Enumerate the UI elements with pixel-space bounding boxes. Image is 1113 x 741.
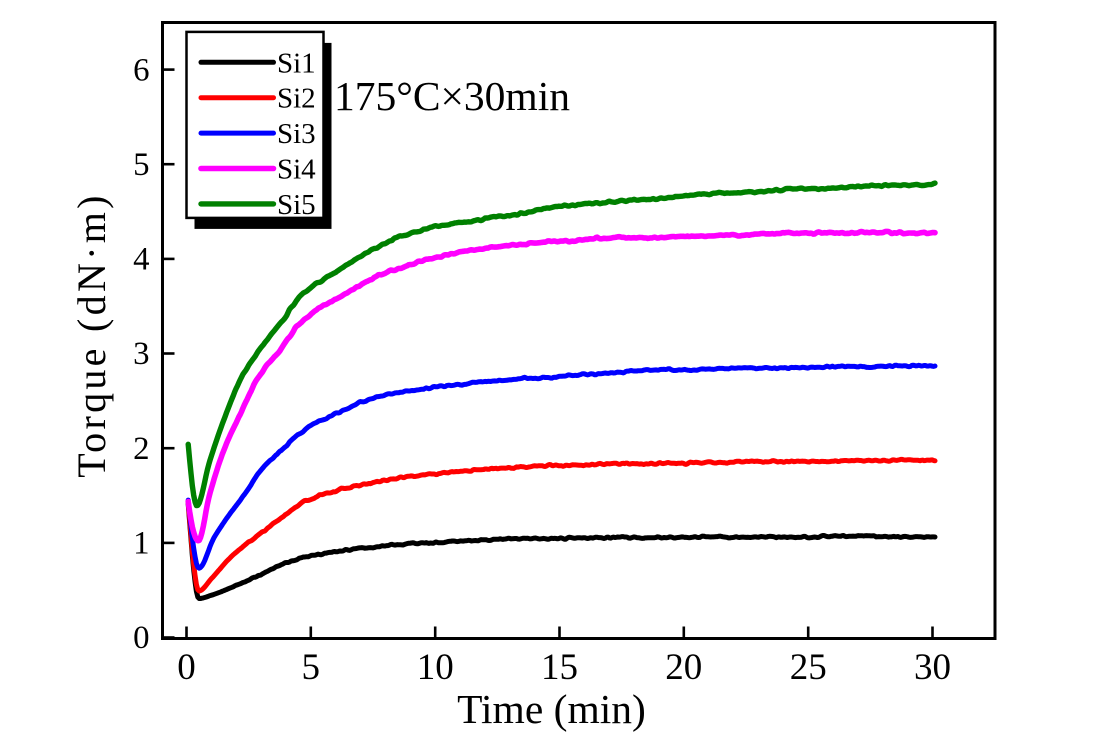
svg-text:Time (min): Time (min) bbox=[457, 686, 646, 733]
svg-text:Si5: Si5 bbox=[277, 189, 316, 221]
svg-text:10: 10 bbox=[417, 647, 454, 688]
svg-text:0: 0 bbox=[133, 620, 149, 656]
svg-text:25: 25 bbox=[790, 647, 827, 688]
svg-text:6: 6 bbox=[133, 52, 149, 88]
svg-text:3: 3 bbox=[133, 336, 149, 372]
svg-text:2: 2 bbox=[133, 431, 149, 467]
svg-text:20: 20 bbox=[665, 647, 702, 688]
svg-text:Si1: Si1 bbox=[277, 47, 316, 79]
svg-text:Torque (dN·m): Torque (dN·m) bbox=[69, 192, 114, 478]
svg-text:30: 30 bbox=[914, 647, 951, 688]
svg-text:Si4: Si4 bbox=[277, 154, 316, 186]
svg-text:4: 4 bbox=[133, 242, 149, 278]
svg-text:5: 5 bbox=[302, 647, 321, 688]
svg-text:Si3: Si3 bbox=[277, 118, 316, 150]
svg-text:Si2: Si2 bbox=[277, 83, 316, 115]
svg-text:175°C×30min: 175°C×30min bbox=[334, 73, 570, 119]
svg-text:5: 5 bbox=[133, 147, 149, 183]
svg-text:0: 0 bbox=[177, 647, 196, 688]
svg-text:1: 1 bbox=[133, 526, 149, 562]
svg-text:15: 15 bbox=[541, 647, 578, 688]
